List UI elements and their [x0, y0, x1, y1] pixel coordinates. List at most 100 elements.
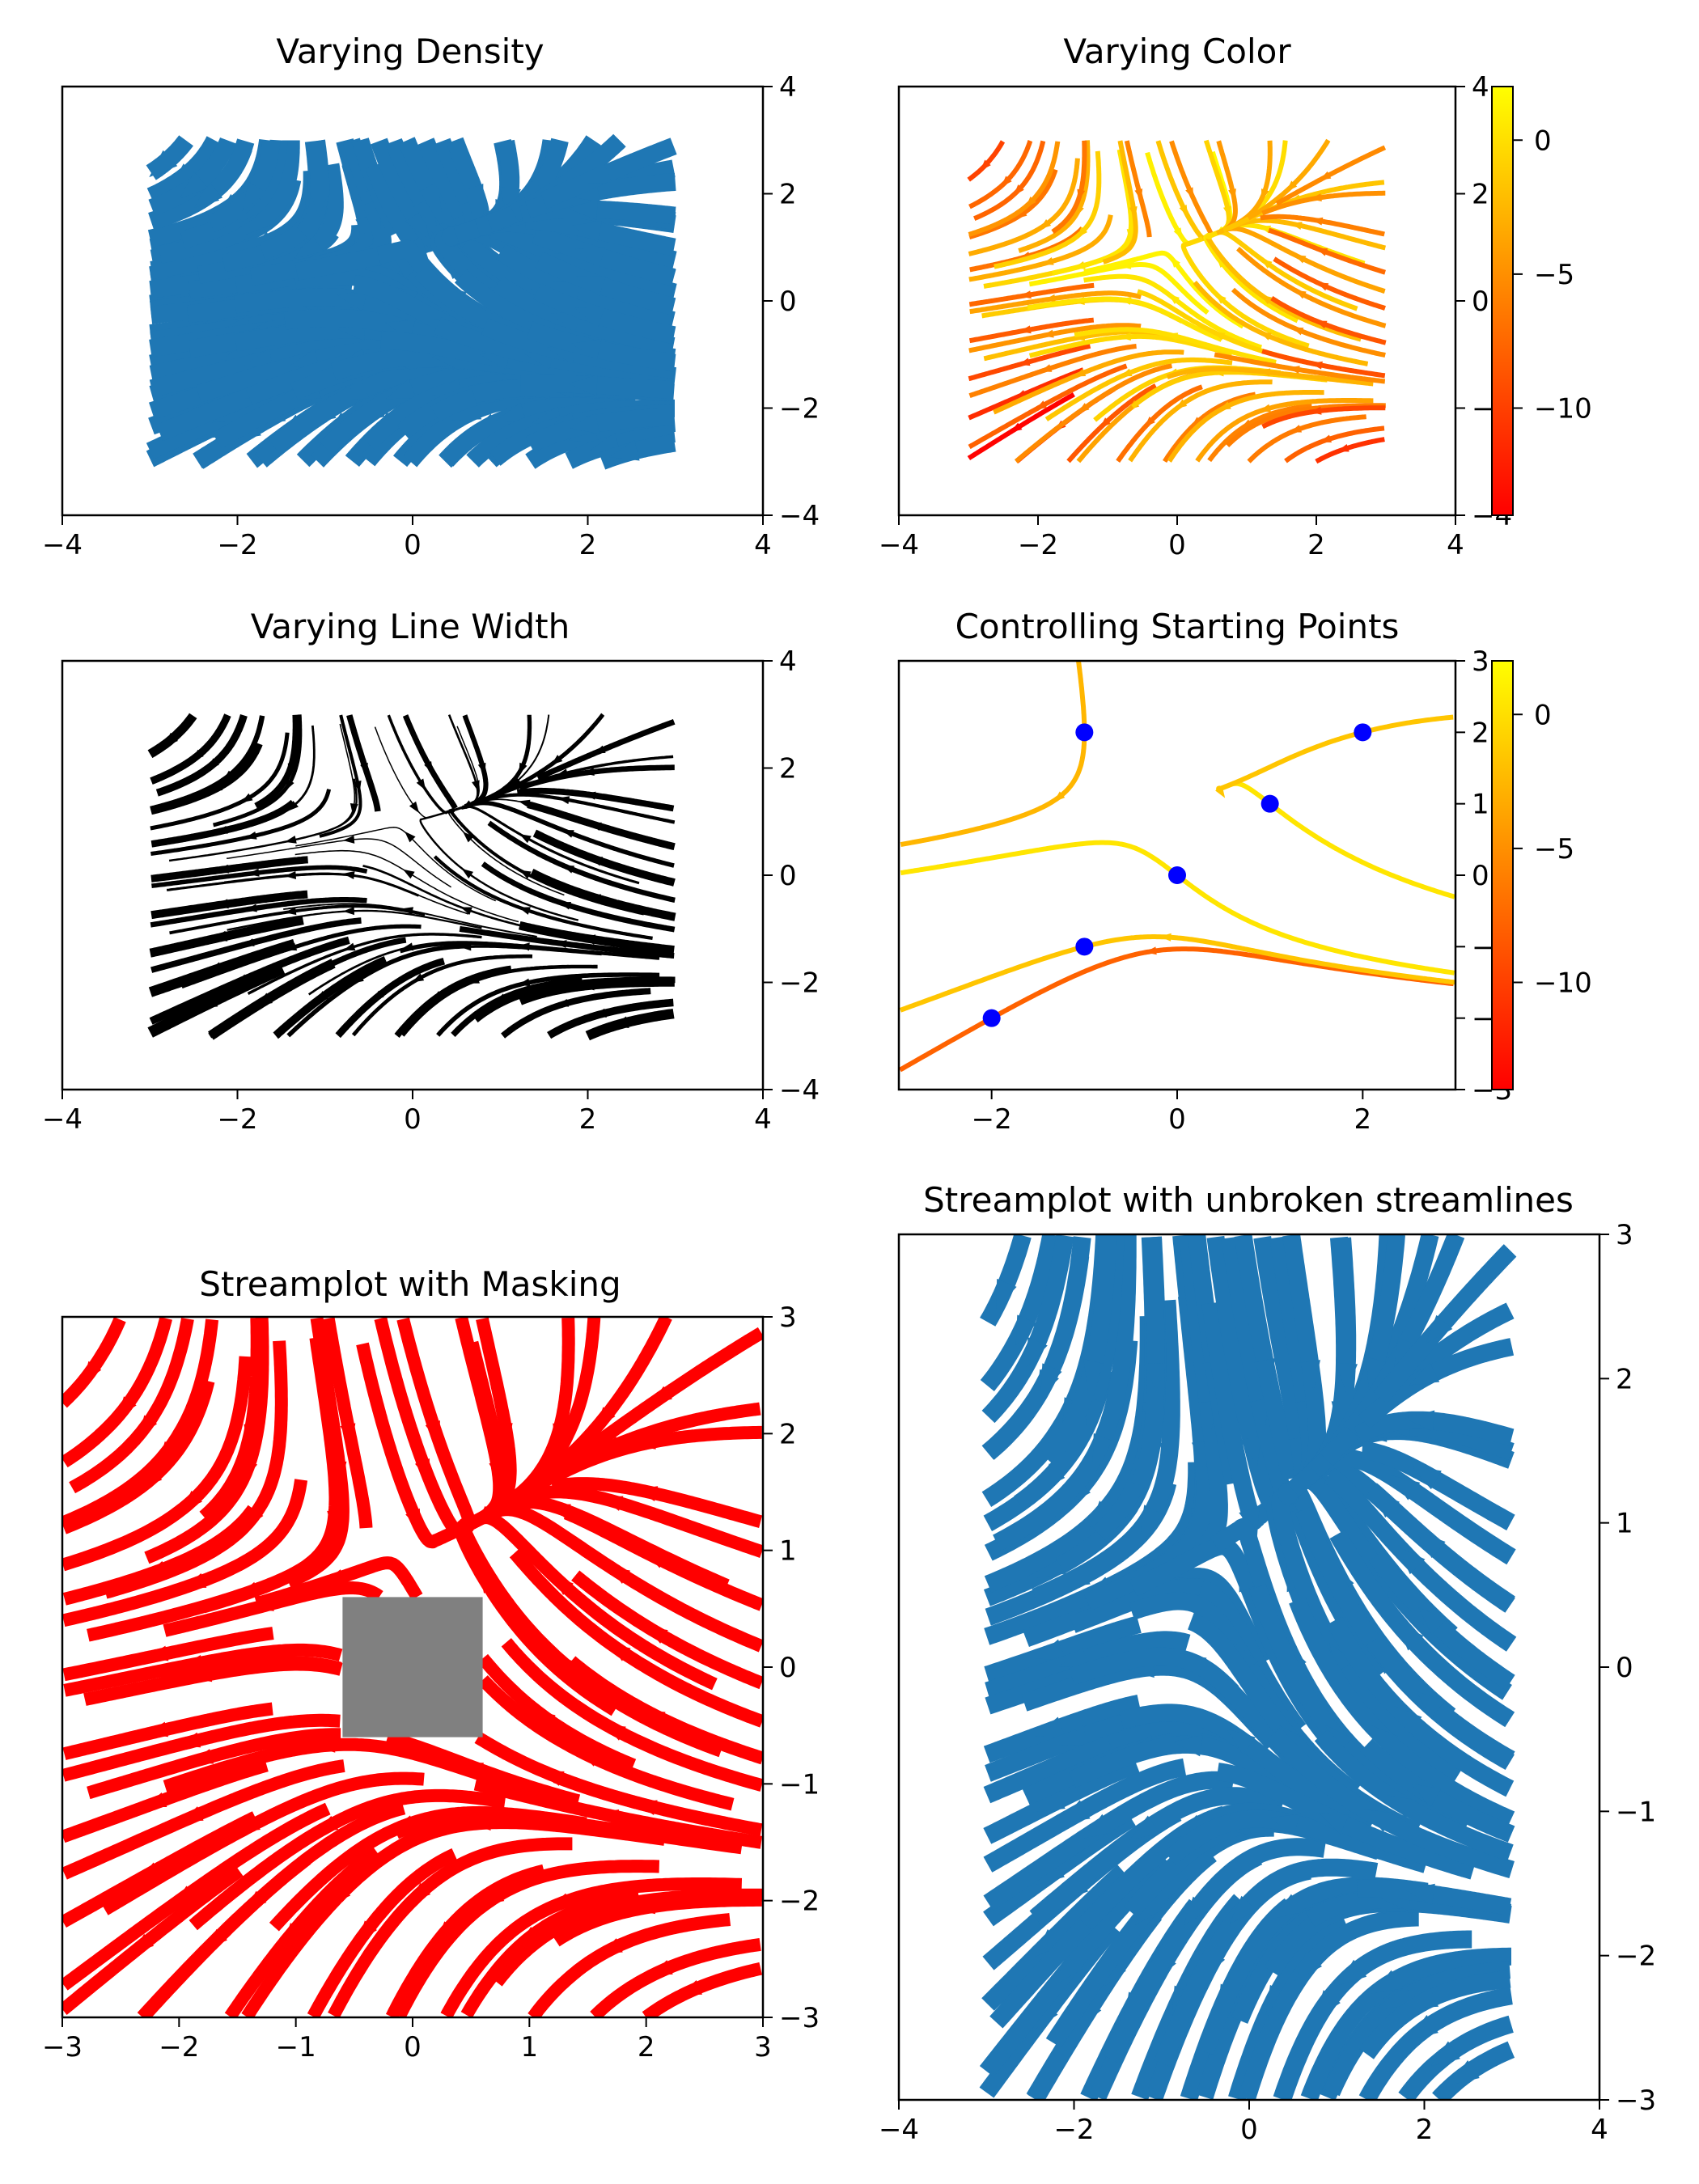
panel-controlling-starting-points: Controlling Starting Points −202−3−2−101…	[897, 607, 1592, 1136]
streamline-arrow	[579, 980, 595, 991]
streamline-arrow	[1185, 187, 1194, 200]
streamline	[149, 936, 351, 1025]
streamline-arrow	[1173, 227, 1183, 239]
streamline	[328, 1837, 576, 2017]
streamline	[527, 226, 681, 286]
streamline-arrow	[551, 755, 563, 765]
streamline-arrow	[1126, 229, 1135, 241]
streamline-arrow	[1120, 368, 1133, 377]
streamline-arrow	[612, 1016, 629, 1028]
x-tick-label: −1	[276, 2031, 316, 2063]
streamline	[493, 243, 680, 329]
streamline	[968, 168, 1058, 239]
streamline-arrow	[519, 870, 532, 879]
streamline	[989, 1234, 1137, 1551]
x-tick-label: 2	[579, 1103, 597, 1136]
streamline	[509, 1548, 763, 1728]
streamline-arrow	[633, 1898, 656, 1915]
streamline-arrow	[1179, 204, 1188, 217]
streamline-arrow	[1273, 1894, 1303, 1919]
x-tick-label: −2	[159, 2031, 199, 2063]
streamline-arrow	[216, 864, 229, 874]
streamline-arrow	[245, 207, 274, 235]
x-tick-label: −2	[1018, 529, 1058, 561]
streamline-arrow	[1001, 176, 1012, 188]
streamline-arrow	[248, 868, 260, 877]
streamline-arrow	[650, 1386, 672, 1405]
streamline	[523, 408, 680, 453]
streamline-arrow	[1134, 188, 1143, 201]
streamline	[387, 714, 455, 815]
streamline	[477, 1653, 638, 1771]
y-tick-label: 0	[779, 1652, 797, 1684]
panel-streamplot-unbroken: Streamplot with unbroken streamlines −4 −…	[879, 1180, 1656, 2146]
streamline-arrow	[1319, 1813, 1349, 1835]
x-tick-label: 2	[1307, 529, 1325, 561]
streamline-arrow	[149, 150, 178, 178]
streamline-arrow	[242, 181, 267, 212]
streamline	[1314, 1728, 1518, 1862]
streamline	[1116, 384, 1203, 463]
streamline	[383, 1731, 583, 1808]
streamline-arrow	[643, 1709, 666, 1726]
streamline	[254, 713, 299, 810]
streamline	[1051, 139, 1087, 235]
streamline	[980, 1234, 1032, 1329]
streamline-arrow	[593, 745, 606, 754]
streamline	[295, 827, 497, 902]
streamline-arrow	[589, 822, 602, 831]
y-tick-label: −3	[779, 2002, 820, 2034]
streamline-arrow	[1417, 1531, 1446, 1559]
streamline	[1247, 138, 1331, 221]
panel-title: Varying Line Width	[251, 607, 570, 646]
streamline-arrow	[343, 942, 356, 951]
streamline	[213, 713, 303, 827]
streamline-arrow	[1089, 1500, 1116, 1530]
streamline	[137, 1801, 408, 2017]
streamline	[981, 1234, 1091, 1461]
streamline-arrow	[1409, 2015, 1438, 2040]
streamline-arrow	[287, 800, 299, 812]
streamline-arrow	[557, 999, 570, 1007]
x-tick-label: 3	[754, 2031, 772, 2063]
streamline	[562, 1507, 763, 1611]
streamline-arrow	[472, 780, 480, 793]
streamline-arrow	[510, 777, 522, 788]
streamline-arrow	[1167, 294, 1180, 304]
streamline-arrow	[207, 758, 219, 770]
streamline	[321, 1317, 373, 1532]
x-tick-label: 0	[404, 1103, 422, 1136]
streamline	[551, 1425, 763, 1482]
streamline	[1027, 1787, 1290, 1925]
streamline-arrow	[636, 1486, 659, 1502]
streamline	[472, 1777, 763, 1849]
streamline-arrow	[1176, 1653, 1207, 1677]
streamline	[224, 1846, 381, 2017]
streamline	[155, 713, 248, 797]
y-tick-label: −4	[779, 1074, 820, 1107]
streamline	[1266, 1726, 1519, 1879]
streamline-arrow	[477, 762, 486, 775]
x-tick-label: −2	[217, 1103, 257, 1136]
streamline-arrow	[1259, 332, 1272, 341]
streamline-arrow	[1019, 290, 1032, 299]
streamline-arrow	[191, 749, 204, 761]
streamline-arrow	[416, 778, 426, 791]
streamline	[146, 938, 298, 997]
streamline	[527, 1913, 734, 2017]
streamline	[517, 977, 677, 1005]
streamline-arrow	[1319, 171, 1332, 180]
y-tick-label: 4	[1472, 71, 1489, 104]
streamline	[642, 1962, 763, 2017]
colorbar-tick-label: 0	[1534, 125, 1552, 157]
panel-title: Varying Color	[1063, 32, 1291, 71]
streamline-arrow	[1337, 443, 1349, 452]
x-tick-label: 0	[404, 2031, 422, 2063]
streamline-arrow	[1015, 1314, 1037, 1346]
streamline-arrow	[581, 163, 612, 184]
streamline	[62, 1713, 344, 1782]
streamline-arrow	[316, 1815, 339, 1833]
x-tick-label: −4	[879, 529, 919, 561]
streamline-arrow	[1290, 425, 1303, 433]
streamline-arrow	[497, 1423, 513, 1445]
